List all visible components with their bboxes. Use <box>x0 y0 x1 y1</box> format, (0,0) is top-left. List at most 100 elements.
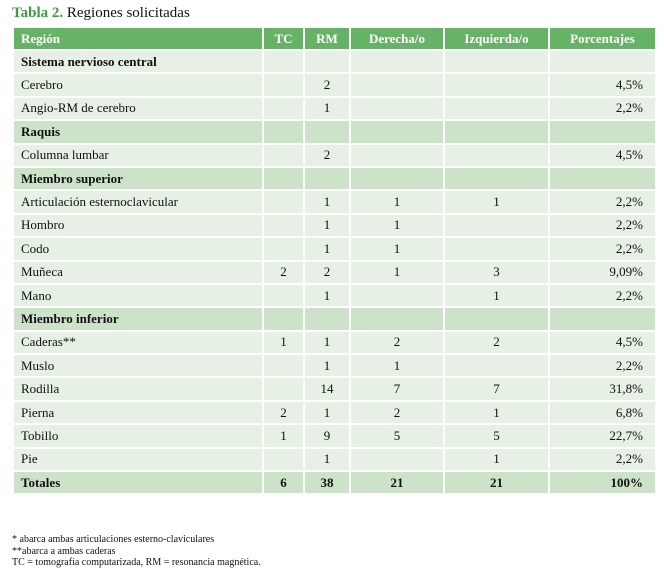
value-cell <box>262 119 305 145</box>
value-cell: 2 <box>443 329 550 356</box>
value-cell: 14 <box>303 376 351 402</box>
value-cell: 9 <box>303 423 351 449</box>
value-cell <box>349 306 445 332</box>
col-header: Derecha/o <box>349 26 445 51</box>
section-row: Miembro superior <box>12 165 657 192</box>
region-cell: Tobillo <box>12 423 264 449</box>
value-cell <box>443 119 550 145</box>
region-cell: Rodilla <box>12 376 264 402</box>
value-cell: 2,2% <box>548 353 657 379</box>
value-cell: 1 <box>262 329 305 356</box>
value-cell <box>349 48 445 75</box>
value-cell: 4,5% <box>548 329 657 356</box>
region-cell: Totales <box>12 470 264 496</box>
value-cell <box>349 165 445 192</box>
value-cell <box>443 212 550 239</box>
col-header: Izquierda/o <box>443 26 550 51</box>
table-row: Rodilla 14 7 7 31,8% <box>12 376 657 402</box>
region-cell: Pie <box>12 446 264 473</box>
table-row: Pie 1 1 2,2% <box>12 446 657 473</box>
col-header: Porcentajes <box>548 26 657 51</box>
table-number: Tabla 2. <box>12 5 64 21</box>
header-row: Región TC RM Derecha/o Izquierda/o Porce… <box>12 26 657 51</box>
value-cell <box>303 306 351 332</box>
region-cell: Raquis <box>12 119 264 145</box>
value-cell: 6,8% <box>548 399 657 426</box>
value-cell <box>262 306 305 332</box>
value-cell <box>262 236 305 262</box>
value-cell: 38 <box>303 470 351 496</box>
table-row: Caderas** 1 1 2 2 4,5% <box>12 329 657 356</box>
value-cell <box>443 142 550 168</box>
region-cell: Muslo <box>12 353 264 379</box>
value-cell <box>443 48 550 75</box>
table-row: Muñeca 2 2 1 3 9,09% <box>12 259 657 285</box>
value-cell: 21 <box>349 470 445 496</box>
value-cell <box>303 165 351 192</box>
table-row: Tobillo 1 9 5 5 22,7% <box>12 423 657 449</box>
table-row: Columna lumbar 2 4,5% <box>12 142 657 168</box>
col-header: Región <box>12 26 264 51</box>
value-cell: 100% <box>548 470 657 496</box>
value-cell: 6 <box>262 470 305 496</box>
value-cell <box>443 72 550 98</box>
value-cell <box>349 282 445 309</box>
region-cell: Muñeca <box>12 259 264 285</box>
value-cell <box>262 142 305 168</box>
value-cell: 21 <box>443 470 550 496</box>
region-cell: Miembro superior <box>12 165 264 192</box>
region-cell: Miembro inferior <box>12 306 264 332</box>
value-cell: 22,7% <box>548 423 657 449</box>
value-cell: 4,5% <box>548 142 657 168</box>
table-row: Codo 1 1 2,2% <box>12 236 657 262</box>
value-cell <box>349 446 445 473</box>
value-cell: 5 <box>349 423 445 449</box>
region-cell: Cerebro <box>12 72 264 98</box>
value-cell <box>262 95 305 122</box>
value-cell: 1 <box>262 423 305 449</box>
value-cell <box>548 306 657 332</box>
value-cell <box>262 165 305 192</box>
value-cell: 2 <box>349 329 445 356</box>
value-cell: 2,2% <box>548 212 657 239</box>
table-row: Angio-RM de cerebro 1 2,2% <box>12 95 657 122</box>
footnote: TC = tomografía computarizada, RM = reso… <box>12 557 261 568</box>
footnote: **abarca a ambas caderas <box>12 545 116 557</box>
footnotes: * abarca ambas articulaciones esterno-cl… <box>12 534 261 569</box>
value-cell <box>262 48 305 75</box>
value-cell <box>262 376 305 402</box>
value-cell <box>303 119 351 145</box>
region-cell: Mano <box>12 282 264 309</box>
footnote: * abarca ambas articulaciones esterno-cl… <box>12 534 215 545</box>
section-row: Miembro inferior <box>12 306 657 332</box>
value-cell: 1 <box>303 399 351 426</box>
region-cell: Pierna <box>12 399 264 426</box>
col-header: RM <box>303 26 351 51</box>
value-cell: 1 <box>349 212 445 239</box>
value-cell: 1 <box>349 353 445 379</box>
value-cell <box>349 95 445 122</box>
regions-table: Región TC RM Derecha/o Izquierda/o Porce… <box>12 26 657 496</box>
value-cell: 2,2% <box>548 95 657 122</box>
value-cell <box>443 165 550 192</box>
table-row: Hombro 1 1 2,2% <box>12 212 657 239</box>
value-cell <box>443 236 550 262</box>
value-cell: 7 <box>443 376 550 402</box>
value-cell: 2 <box>262 259 305 285</box>
value-cell <box>303 48 351 75</box>
region-cell: Sistema nervioso central <box>12 48 264 75</box>
section-row: Sistema nervioso central <box>12 48 657 75</box>
value-cell: 1 <box>443 189 550 215</box>
value-cell: 2,2% <box>548 236 657 262</box>
value-cell: 4,5% <box>548 72 657 98</box>
value-cell: 2 <box>262 399 305 426</box>
table-title: Tabla 2. Regiones solicitadas <box>12 5 190 22</box>
value-cell <box>349 119 445 145</box>
value-cell: 1 <box>443 446 550 473</box>
value-cell <box>262 72 305 98</box>
table-row: Pierna 2 1 2 1 6,8% <box>12 399 657 426</box>
value-cell: 2 <box>303 72 351 98</box>
value-cell: 3 <box>443 259 550 285</box>
value-cell <box>262 189 305 215</box>
value-cell <box>443 95 550 122</box>
